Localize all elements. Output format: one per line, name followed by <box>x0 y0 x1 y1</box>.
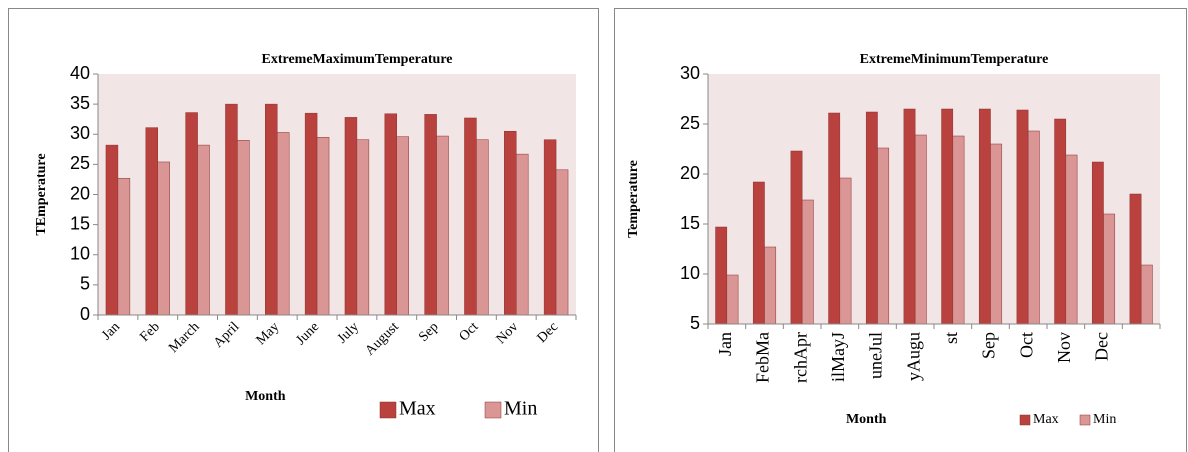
bar <box>105 144 119 316</box>
x-tick-label: Oct <box>1016 332 1036 358</box>
bar <box>157 161 170 316</box>
legend-label: Max <box>399 398 436 420</box>
x-axis-label: Month <box>245 389 286 404</box>
legend-label: Max <box>1033 412 1059 427</box>
x-tick-label: Dec <box>1092 332 1112 361</box>
bar <box>185 112 198 316</box>
y-tick-label: 25 <box>680 113 700 133</box>
bar <box>1129 193 1142 325</box>
bar <box>990 143 1003 325</box>
bar <box>504 130 517 316</box>
bar <box>396 136 409 316</box>
bar <box>790 150 803 325</box>
bar <box>265 103 278 316</box>
y-tick-label: 0 <box>80 304 90 324</box>
chart-title: ExtremeMinimumTemperature <box>860 52 1049 67</box>
bar <box>978 108 991 325</box>
bar <box>839 177 852 325</box>
y-tick-label: 20 <box>70 183 90 203</box>
legend-label: Min <box>1093 412 1116 427</box>
bar <box>476 139 489 316</box>
bar <box>277 132 290 316</box>
bar <box>237 140 250 316</box>
legend-swatch <box>1079 414 1091 426</box>
x-axis-label: Month <box>846 412 887 427</box>
y-tick-label: 25 <box>70 153 90 173</box>
bar <box>384 113 397 316</box>
y-tick-label: 10 <box>70 244 90 264</box>
plot-area <box>98 74 576 315</box>
bar <box>828 112 841 325</box>
y-axis-label: TEmperature <box>34 153 49 235</box>
bar <box>424 114 437 316</box>
bar <box>914 134 927 325</box>
bar <box>1140 264 1153 325</box>
x-tick-label: st <box>941 332 961 344</box>
x-tick-label: Sep <box>979 332 999 359</box>
x-tick-label: yAugu <box>903 332 923 381</box>
bar <box>145 127 159 316</box>
bar <box>356 139 370 316</box>
y-tick-label: 30 <box>680 63 700 83</box>
y-tick-label: 5 <box>80 274 90 294</box>
bar <box>715 226 728 325</box>
y-tick-label: 30 <box>70 123 90 143</box>
bar <box>1103 213 1116 325</box>
y-tick-label: 10 <box>680 263 700 283</box>
legend-swatch <box>1019 414 1031 426</box>
bar <box>464 117 477 316</box>
bar <box>903 108 916 325</box>
y-tick-label: 15 <box>70 213 90 233</box>
bar <box>764 246 777 325</box>
bar <box>1027 130 1040 325</box>
y-tick-label: 35 <box>70 93 90 113</box>
y-axis-label: Temperature <box>626 160 641 238</box>
legend-swatch <box>379 401 397 419</box>
bar <box>543 139 557 316</box>
bar <box>316 137 330 316</box>
y-tick-label: 5 <box>690 313 700 333</box>
legend-swatch <box>484 401 502 419</box>
plot-area <box>708 74 1160 324</box>
y-tick-label: 15 <box>680 213 700 233</box>
bar <box>726 274 739 325</box>
x-tick-label: ilMayJ <box>828 332 848 382</box>
bar <box>436 135 449 316</box>
bar <box>941 108 954 325</box>
x-tick-label: Jan <box>715 332 735 356</box>
x-tick-label: uneJul <box>866 332 886 379</box>
bar <box>1091 161 1104 325</box>
y-tick-label: 40 <box>70 63 90 83</box>
x-tick-label: Nov <box>1054 332 1074 363</box>
x-tick-label: rchApr <box>790 332 810 383</box>
bar <box>877 147 890 325</box>
legend-label: Min <box>504 398 537 420</box>
bar <box>1016 109 1029 325</box>
bar <box>304 112 318 316</box>
chart-title: ExtremeMaximumTemperature <box>261 52 452 67</box>
bar <box>752 181 765 325</box>
bar <box>1054 118 1067 325</box>
bar <box>1065 154 1078 325</box>
bar <box>117 177 131 316</box>
y-tick-label: 20 <box>680 163 700 183</box>
bar <box>865 111 878 325</box>
bar <box>801 199 814 325</box>
bar <box>197 144 210 316</box>
bar <box>952 135 965 325</box>
bar <box>225 103 238 316</box>
bar <box>344 117 358 316</box>
bar <box>555 169 569 316</box>
bar <box>516 153 529 316</box>
x-tick-label: FebMa <box>753 332 773 383</box>
